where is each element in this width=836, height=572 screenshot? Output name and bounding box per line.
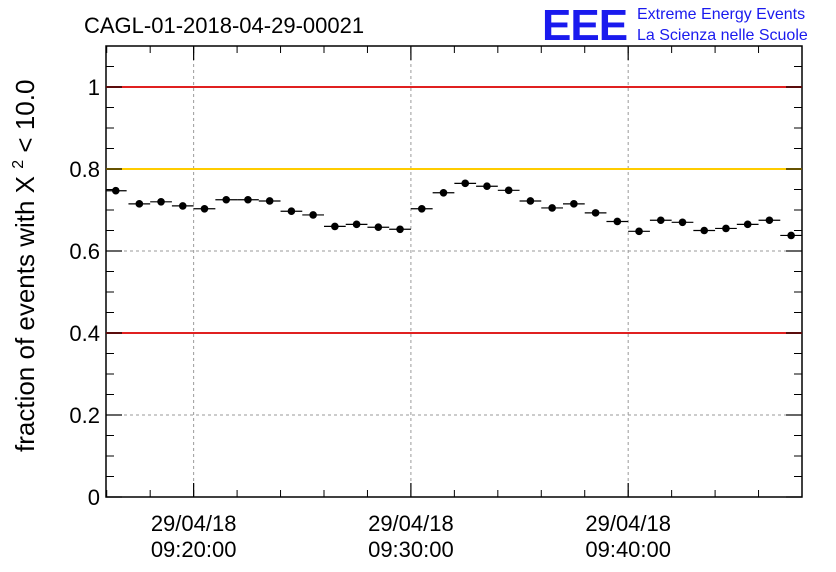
y-axis: 0 0.2 0.4 0.6 0.8 1	[69, 66, 802, 510]
data-point	[352, 220, 361, 229]
data-point	[178, 202, 187, 210]
logo-line2: La Scienza nelle Scuole	[637, 27, 808, 44]
data-point	[461, 179, 470, 188]
data-point	[244, 195, 252, 204]
data-point	[656, 216, 665, 225]
x-tick-date: 29/04/18	[585, 511, 671, 536]
data-point	[111, 186, 120, 195]
data-point	[700, 226, 709, 235]
y-tick-label: 0.4	[69, 321, 100, 346]
y-axis-title-symbol: X	[10, 176, 40, 193]
data-point	[504, 186, 513, 195]
data-point	[396, 225, 404, 234]
x-tick-time: 09:40:00	[585, 537, 671, 562]
data-point	[374, 223, 383, 232]
chart-title: CAGL-01-2018-04-29-00021	[84, 13, 364, 38]
x-tick-date: 29/04/18	[151, 511, 237, 536]
reference-lines	[106, 86, 802, 334]
data-points	[106, 179, 802, 240]
data-point	[570, 200, 578, 208]
y-tick-label: 0.8	[69, 157, 100, 182]
y-axis-title-prefix: fraction of events with	[10, 193, 40, 452]
data-point	[635, 227, 643, 236]
data-point	[287, 207, 296, 216]
y-tick-label: 1	[88, 75, 100, 100]
data-point	[309, 211, 317, 219]
data-point	[722, 224, 730, 233]
y-tick-label: 0.6	[69, 239, 100, 264]
x-tick-time: 09:30:00	[368, 537, 454, 562]
data-point	[591, 209, 600, 217]
data-point	[331, 222, 339, 231]
data-point	[200, 204, 209, 213]
y-tick-label: 0	[88, 485, 100, 510]
data-point	[613, 217, 622, 226]
data-point	[526, 197, 535, 205]
data-point	[222, 195, 231, 204]
data-point	[417, 204, 426, 213]
data-point	[765, 216, 774, 225]
x-tick-date: 29/04/18	[368, 511, 454, 536]
y-axis-title: fraction of events with X 2 < 10.0	[0, 80, 40, 452]
data-point	[439, 188, 448, 197]
data-point	[787, 231, 795, 240]
y-axis-title-superscript: 2	[10, 160, 27, 169]
data-point	[265, 197, 274, 205]
logo-acronym: EEE	[542, 1, 627, 50]
x-tick-time: 09:20:00	[151, 537, 237, 562]
data-point	[548, 204, 556, 212]
data-point	[678, 218, 687, 227]
data-point	[135, 200, 144, 208]
data-point	[483, 182, 491, 191]
logo-line1: Extreme Energy Events	[637, 6, 805, 23]
data-point	[743, 220, 752, 229]
y-tick-label: 0.2	[69, 403, 100, 428]
eee-logo: EEE Extreme Energy Events La Scienza nel…	[542, 1, 808, 50]
data-point	[157, 198, 165, 206]
y-axis-title-suffix: < 10.0	[10, 80, 40, 153]
x-axis: 29/04/1809:20:0029/04/1809:30:0029/04/18…	[106, 46, 803, 562]
